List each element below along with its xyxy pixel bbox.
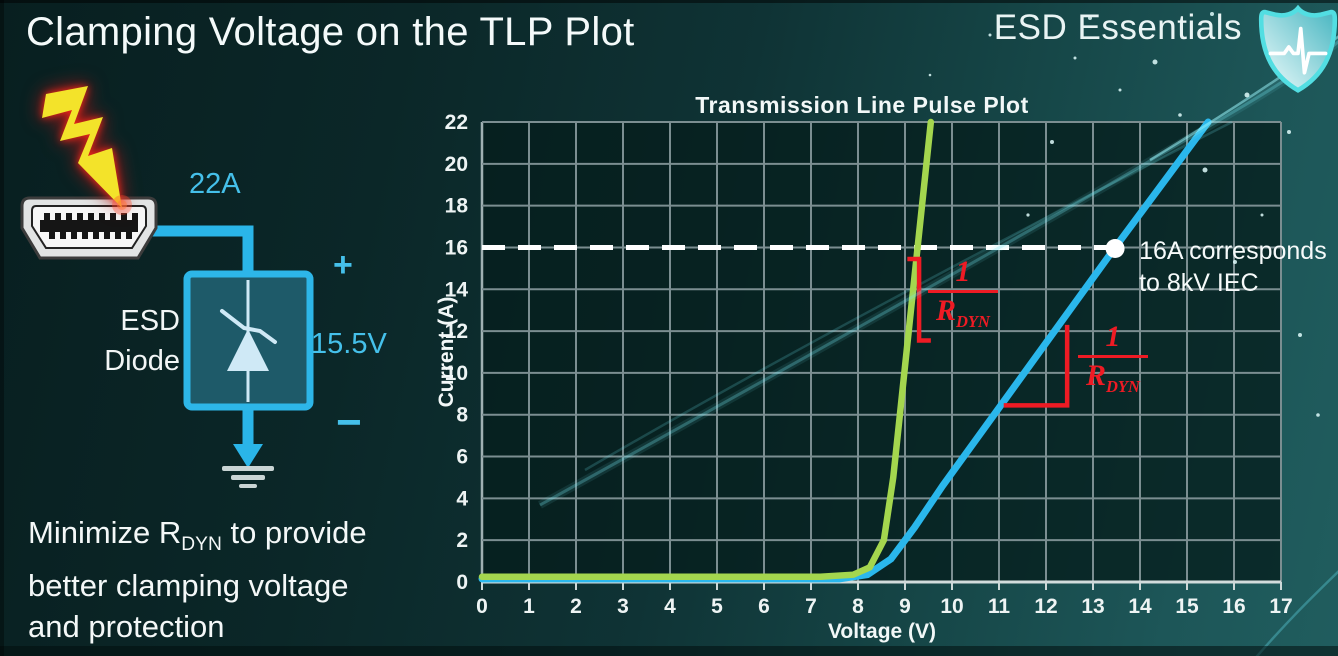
- wire-top: [150, 225, 254, 276]
- marker-dot: [1105, 239, 1125, 258]
- y-tick-label: 16: [445, 236, 468, 259]
- polarity-minus-label: −: [336, 398, 362, 447]
- chart-title: Transmission Line Pulse Plot: [695, 92, 1029, 118]
- y-tick-label: 2: [456, 529, 468, 552]
- x-tick-label: 10: [940, 595, 963, 618]
- x-tick-label: 1: [523, 595, 535, 618]
- y-tick-label: 20: [445, 153, 468, 176]
- fraction-denominator: RDYN: [1078, 355, 1148, 404]
- brand-title: ESD Essentials: [993, 8, 1242, 47]
- x-tick-label: 16: [1222, 595, 1245, 618]
- x-tick-label: 12: [1034, 595, 1057, 618]
- x-axis-title: Voltage (V): [827, 620, 937, 643]
- x-tick-label: 7: [805, 595, 817, 618]
- y-tick-label: 10: [445, 362, 468, 385]
- impact-glow-core: [117, 200, 127, 210]
- fraction-numerator: 1: [1105, 320, 1121, 353]
- tvs-diode-symbol-icon: [220, 280, 277, 402]
- device-label: ESD Diode: [58, 301, 180, 381]
- y-tick-label: 22: [445, 111, 468, 134]
- x-tick-label: 5: [711, 595, 723, 618]
- y-tick-label: 6: [456, 446, 468, 469]
- x-tick-label: 0: [476, 595, 488, 618]
- note-line2: better clamping voltage: [28, 568, 349, 604]
- device-label-line1: ESD: [120, 305, 180, 337]
- lightning-bolt-icon: [42, 86, 122, 208]
- x-tick-label: 3: [617, 595, 629, 618]
- x-tick-label: 13: [1081, 595, 1104, 618]
- x-tick-label: 17: [1269, 595, 1292, 618]
- x-tick-label: 2: [570, 595, 582, 618]
- note-line1: Minimize RDYN to provide: [28, 515, 367, 556]
- hdmi-connector-icon: [20, 196, 158, 260]
- curve-low_rdyn_diode: [478, 118, 935, 581]
- shield-pulse-icon: [1258, 4, 1338, 93]
- hdmi-pins: [40, 213, 138, 239]
- x-tick-label: 8: [852, 595, 864, 618]
- rdyn-fraction-green: 1 RDYN: [928, 257, 998, 339]
- slope-marker-1: [907, 256, 931, 343]
- clamp-voltage-label: 15.5V: [311, 328, 387, 360]
- y-tick-label: 0: [456, 571, 468, 594]
- x-tick-label: 15: [1175, 595, 1199, 618]
- rdyn-fraction-blue: 1 RDYN: [1078, 322, 1148, 404]
- marker-annotation-line1: 16A corresponds: [1139, 236, 1327, 265]
- fraction-denominator: RDYN: [928, 290, 998, 339]
- x-tick-label: 4: [664, 595, 676, 618]
- takeaway-note: Minimize RDYN to provide better clamping…: [28, 512, 367, 647]
- ground-symbol-icon: [222, 466, 274, 488]
- page-title: Clamping Voltage on the TLP Plot: [26, 10, 635, 54]
- y-tick-label: 8: [456, 404, 468, 427]
- polarity-plus-label: +: [333, 246, 353, 284]
- fraction-numerator: 1: [955, 255, 971, 288]
- marker-annotation-line2: to 8kV IEC: [1139, 268, 1259, 297]
- slope-marker-2: [1003, 324, 1070, 408]
- x-tick-label: 9: [899, 595, 911, 618]
- note-line3: and protection: [28, 609, 225, 645]
- arrow-down-icon: [233, 444, 263, 468]
- surge-current-label: 22A: [189, 168, 241, 200]
- x-tick-label: 6: [758, 595, 770, 618]
- x-tick-label: 11: [988, 595, 1011, 618]
- marker-annotation: 16A corresponds to 8kV IEC: [1139, 235, 1327, 299]
- y-tick-label: 4: [456, 487, 468, 510]
- device-label-line2: Diode: [104, 345, 180, 377]
- y-tick-label: 12: [445, 320, 468, 343]
- y-tick-label: 18: [445, 195, 469, 218]
- y-axis-title: Current (A): [435, 296, 458, 408]
- y-tick-label: 14: [445, 278, 469, 301]
- x-tick-label: 14: [1128, 595, 1152, 618]
